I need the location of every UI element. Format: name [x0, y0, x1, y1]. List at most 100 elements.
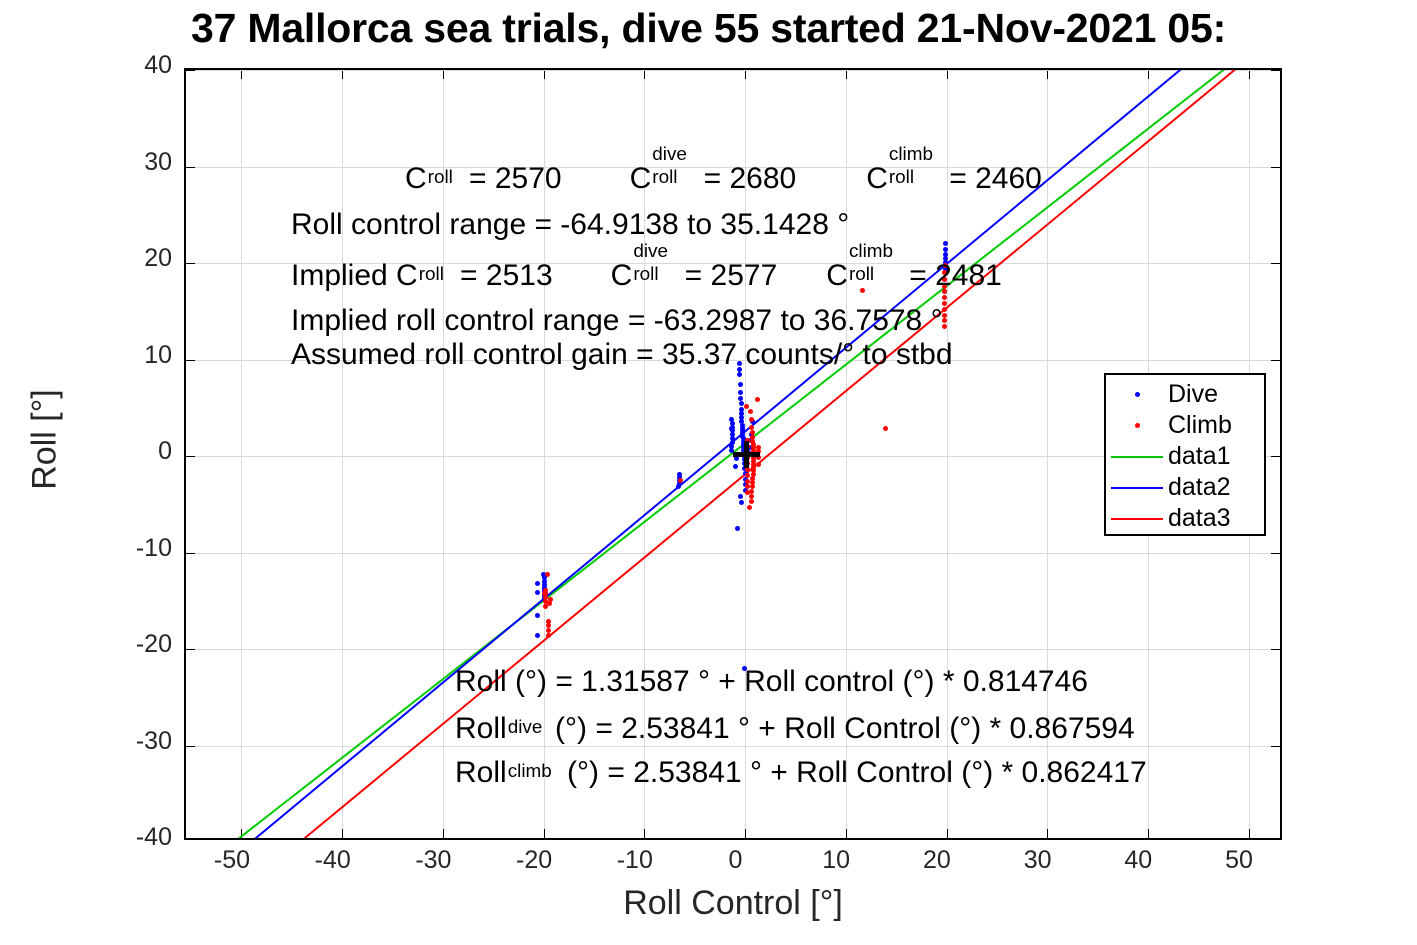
- y-tick-label: -40: [135, 823, 172, 851]
- legend-line-data3: [1106, 503, 1168, 534]
- x-tick-label: -10: [616, 846, 653, 874]
- x-tick-label: 50: [1225, 846, 1253, 874]
- legend-label-dive: Dive: [1168, 380, 1219, 408]
- x-tick-label: 40: [1124, 846, 1153, 874]
- c-roll-dive-symbol: C: [629, 162, 652, 195]
- roll-climb-equation-body: (°) = 2.53841 ° + Roll Control (°) * 0.8…: [558, 756, 1147, 789]
- x-axis-tick: [1148, 829, 1149, 838]
- gridline-horizontal: [186, 552, 1280, 554]
- x-axis-tick: [845, 829, 847, 838]
- y-axis-tick: [186, 359, 195, 361]
- implied-c-roll-dive-symbol: C: [610, 259, 633, 292]
- y-axis-tick: [186, 649, 195, 650]
- x-axis-tick: [1047, 829, 1049, 838]
- y-axis-label: Roll [°]: [25, 389, 64, 490]
- x-axis-tick: [543, 829, 545, 838]
- legend-item-climb[interactable]: Climb: [1106, 410, 1264, 441]
- x-axis-tick: [442, 829, 444, 838]
- y-tick-label: 20: [144, 244, 172, 272]
- x-axis-tick: [946, 70, 948, 79]
- y-axis-tick: [186, 166, 195, 168]
- x-tick-label: 10: [822, 846, 851, 874]
- annotation-implied-range: Implied roll control range = -63.2987 to…: [291, 304, 943, 337]
- y-axis-tick: [1271, 552, 1280, 554]
- x-tick-label: 20: [922, 846, 951, 874]
- x-axis-tick: [442, 70, 444, 79]
- x-tick-label: 30: [1023, 846, 1052, 874]
- implied-c-roll-dive-value: = 2577: [676, 259, 778, 292]
- x-axis-tick: [644, 70, 646, 79]
- gridline-vertical: [442, 70, 444, 838]
- gridline-vertical: [845, 70, 847, 838]
- x-axis-tick: [241, 70, 243, 79]
- gridline-vertical: [241, 70, 243, 838]
- regression-line-data1: [237, 70, 1225, 838]
- x-axis-tick: [1248, 70, 1250, 79]
- implied-c-roll-value: = 2513: [451, 259, 553, 292]
- y-axis-tick: [1271, 649, 1280, 650]
- gridline-horizontal: [186, 649, 1280, 650]
- legend-item-data2[interactable]: data2: [1106, 472, 1264, 503]
- legend-item-data1[interactable]: data1: [1106, 441, 1264, 472]
- y-axis-tick: [1271, 166, 1280, 168]
- y-axis-tick: [186, 70, 195, 71]
- annotation-gain: Assumed roll control gain = 35.37 counts…: [291, 338, 953, 371]
- legend-line-data2: [1106, 472, 1168, 503]
- roll-climb-label: Roll: [455, 756, 507, 789]
- gridline-horizontal: [186, 70, 1280, 71]
- c-roll-climb-value: = 2460: [940, 162, 1042, 195]
- equation-roll-dive: Roll dive (°) = 2.53841 ° + Roll Control …: [455, 712, 1135, 745]
- y-tick-label: 0: [158, 437, 172, 465]
- gridline-horizontal: [186, 263, 1280, 264]
- implied-c-roll-climb-value: = 2481: [900, 259, 1002, 292]
- y-tick-label: 10: [144, 340, 172, 369]
- x-axis-label: Roll Control [°]: [623, 884, 843, 922]
- gridline-horizontal: [186, 166, 1280, 168]
- x-axis-tick: [1148, 70, 1149, 79]
- x-tick-label: 0: [728, 846, 743, 874]
- implied-c-roll-label: Implied C: [291, 259, 418, 292]
- y-tick-label: 30: [144, 147, 172, 176]
- legend-label-data3: data3: [1168, 504, 1231, 532]
- legend-item-data3[interactable]: data3: [1106, 503, 1264, 534]
- c-roll-dive-value: = 2680: [695, 162, 797, 195]
- equation-roll: Roll (°) = 1.31587 ° + Roll control (°) …: [455, 665, 1088, 698]
- y-tick-label: -10: [135, 533, 172, 562]
- x-axis-tick: [342, 70, 344, 79]
- x-tick-label: -40: [314, 846, 351, 874]
- x-tick-label: -30: [415, 846, 452, 874]
- y-axis-tick: [1271, 263, 1280, 264]
- y-tick-label: -30: [135, 726, 172, 755]
- y-tick-label: 40: [144, 51, 172, 79]
- legend-label-climb: Climb: [1168, 411, 1232, 439]
- implied-c-roll-climb-symbol: C: [826, 259, 848, 292]
- y-axis-tick: [1271, 359, 1280, 361]
- c-roll-climb-symbol: C: [866, 162, 888, 195]
- legend-label-data1: data1: [1168, 442, 1231, 470]
- legend-item-dive[interactable]: Dive: [1106, 379, 1264, 410]
- regression-line-data3: [303, 70, 1237, 838]
- gridline-horizontal: [186, 359, 1280, 361]
- y-axis-tick: [1271, 456, 1280, 457]
- c-roll-symbol: C: [405, 162, 427, 195]
- legend-label-data2: data2: [1168, 473, 1231, 501]
- roll-dive-label: Roll: [455, 712, 507, 745]
- x-tick-label: -20: [516, 846, 553, 874]
- x-tick-label: -50: [213, 846, 251, 874]
- gridline-horizontal: [186, 745, 1280, 747]
- x-axis-tick: [745, 70, 747, 79]
- legend-line-data1: [1106, 441, 1168, 472]
- equation-roll-climb: Roll climb (°) = 2.53841 ° + Roll Control…: [455, 756, 1147, 789]
- gridline-vertical: [1047, 70, 1049, 838]
- legend-marker-dive: [1106, 379, 1168, 410]
- x-axis-tick: [241, 829, 243, 838]
- x-axis-tick: [946, 829, 948, 838]
- legend-marker-climb: [1106, 410, 1168, 441]
- x-axis-tick: [745, 829, 747, 838]
- y-axis-tick: [186, 552, 195, 554]
- legend[interactable]: Dive Climb data1 data2 data3: [1104, 373, 1266, 536]
- y-axis-tick: [186, 456, 195, 457]
